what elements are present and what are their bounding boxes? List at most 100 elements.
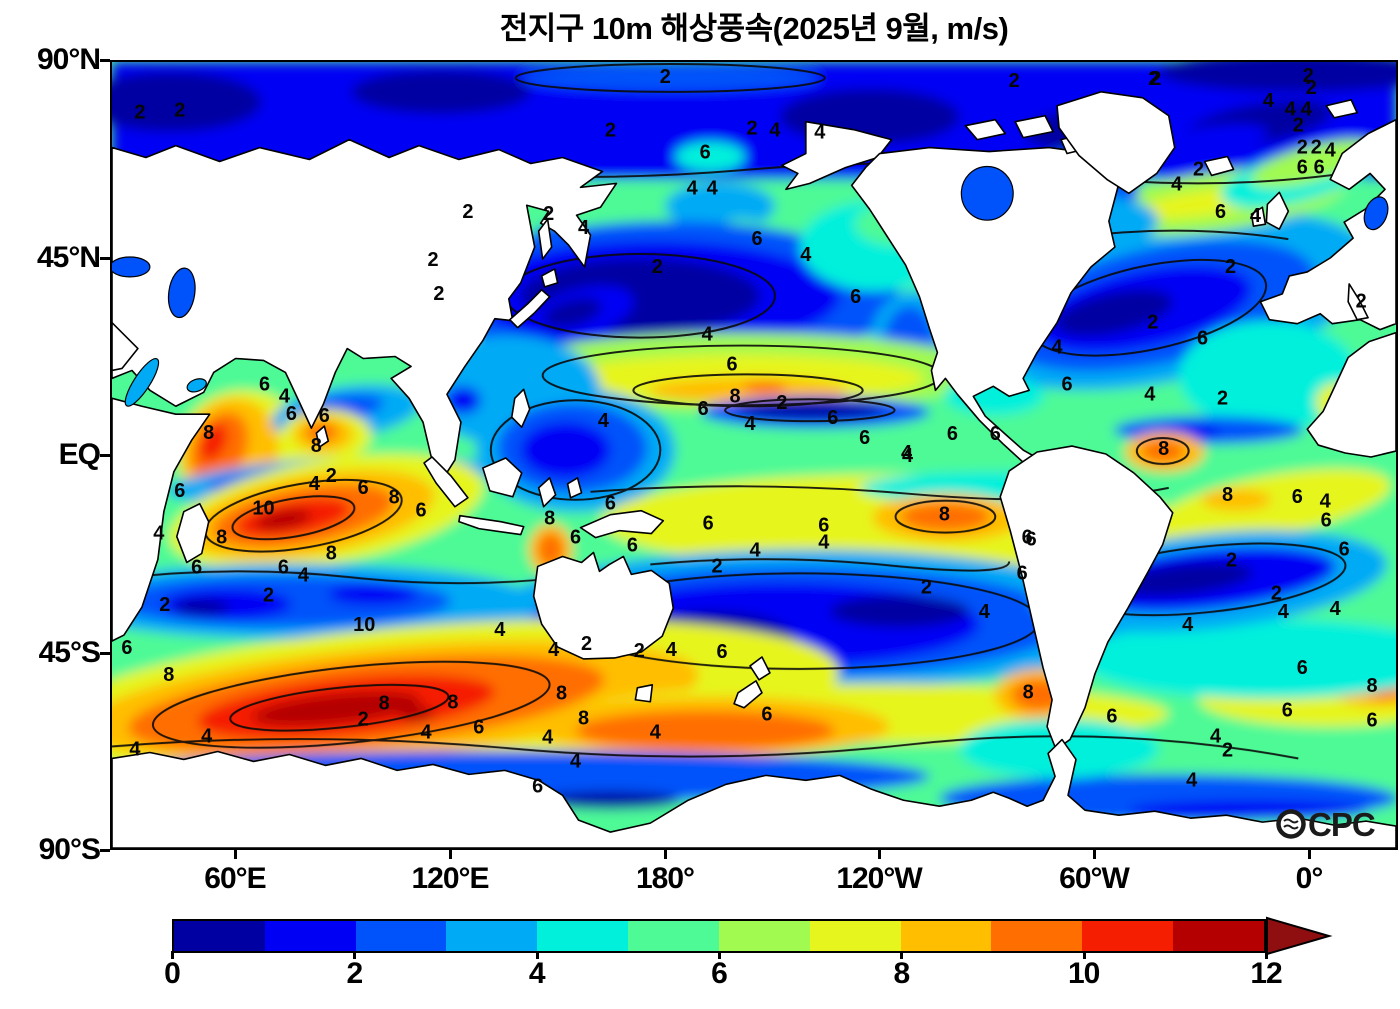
land-north-america bbox=[850, 146, 1120, 467]
continents bbox=[112, 91, 1396, 848]
lat-tick-mark bbox=[100, 59, 110, 62]
land-africa-west bbox=[1306, 331, 1396, 458]
contour-label: 4 bbox=[687, 177, 698, 199]
contour-label: 2 bbox=[1147, 312, 1158, 334]
land-java bbox=[458, 514, 525, 536]
contour-label: 6 bbox=[174, 480, 185, 502]
contour-label: 6 bbox=[1321, 510, 1332, 532]
contour-label: 6 bbox=[627, 535, 638, 557]
contour-label: 4 bbox=[1330, 598, 1341, 620]
colorbar-segment bbox=[355, 921, 447, 951]
contour-label: 8 bbox=[379, 693, 390, 715]
land-ireland bbox=[1250, 206, 1267, 227]
contour-label: 4 bbox=[814, 122, 825, 144]
contour-label: 6 bbox=[751, 228, 762, 250]
lon-tick-label: 180° bbox=[635, 862, 695, 895]
land-arctic-island1 bbox=[964, 118, 1007, 141]
land-uk bbox=[1265, 191, 1290, 230]
contour-label: 2 bbox=[581, 633, 592, 655]
land-sulawesi bbox=[537, 477, 557, 508]
land-africa-east bbox=[112, 397, 211, 642]
land-tasmania bbox=[634, 684, 654, 703]
contour-label: 8 bbox=[203, 422, 214, 444]
lon-tick-mark bbox=[664, 850, 667, 859]
contour-label: 2 bbox=[427, 249, 438, 271]
contour-label: 8 bbox=[730, 385, 741, 407]
contour-label: 2 bbox=[1222, 739, 1233, 761]
contour-label: 6 bbox=[1017, 562, 1028, 584]
land-australia bbox=[532, 551, 675, 660]
colorbar-tick-label: 10 bbox=[1067, 957, 1100, 990]
colorbar-tick-label: 4 bbox=[528, 957, 546, 990]
sea-hudson-bay bbox=[960, 165, 1014, 221]
contour-label: 4 bbox=[707, 177, 718, 199]
contour-label: 6 bbox=[1292, 486, 1303, 508]
colorbar-segment bbox=[264, 921, 356, 951]
contour-label: 6 bbox=[358, 477, 369, 499]
lat-tick-mark bbox=[100, 454, 110, 457]
contour-label: 2 bbox=[433, 283, 444, 305]
contour-label: 4 bbox=[1171, 173, 1182, 195]
contour-label: 10 bbox=[353, 614, 375, 636]
contour-label: 8 bbox=[1023, 682, 1034, 704]
lon-tick-mark bbox=[234, 850, 237, 859]
contour-label: 6 bbox=[818, 515, 829, 537]
contour-label: 2 bbox=[634, 640, 645, 662]
contour-label: 4 bbox=[650, 722, 661, 744]
land-madagascar bbox=[176, 502, 210, 564]
contour-label: 2 bbox=[776, 392, 787, 414]
contour-label: 6 bbox=[570, 527, 581, 549]
contour-label: 2 bbox=[1225, 256, 1236, 278]
colorbar-tick-mark bbox=[718, 951, 721, 959]
colorbar bbox=[172, 919, 1266, 953]
contour-label: 6 bbox=[191, 556, 202, 578]
contour-label: 6 bbox=[1339, 539, 1350, 561]
contour-label: 4 bbox=[1325, 140, 1336, 162]
sea-baltic bbox=[1363, 196, 1389, 231]
contour-label: 6 bbox=[1297, 156, 1308, 178]
contour-label: 4 bbox=[800, 244, 811, 266]
sea-caspian bbox=[167, 267, 196, 319]
contour-label: 4 bbox=[548, 639, 559, 661]
land-antarctica bbox=[112, 738, 1396, 848]
contour-label: 6 bbox=[319, 405, 330, 427]
page-title: 전지구 10m 해상풍속(2025년 9월, m/s) bbox=[499, 11, 1009, 46]
lat-tick-mark bbox=[100, 849, 110, 852]
contour-label: 8 bbox=[939, 504, 950, 526]
contour-label: 4 bbox=[129, 738, 140, 760]
contour-label: 6 bbox=[415, 500, 426, 522]
land-sri-lanka bbox=[315, 425, 330, 448]
colorbar-tick-label: 6 bbox=[711, 957, 728, 990]
contour-label: 4 bbox=[598, 410, 609, 432]
contour-label: 4 bbox=[702, 324, 713, 346]
colorbar-segment bbox=[628, 921, 719, 951]
contour-label: 2 bbox=[1217, 387, 1228, 409]
colorbar-segment bbox=[809, 921, 901, 951]
contour-label: 6 bbox=[1367, 710, 1378, 732]
contour-label: 2 bbox=[1150, 68, 1161, 90]
lon-tick-mark bbox=[1093, 850, 1096, 859]
contour-label: 2 bbox=[326, 465, 337, 487]
contour-label: 6 bbox=[703, 513, 714, 535]
land-africa-ne bbox=[112, 321, 139, 372]
lon-tick-mark bbox=[1308, 850, 1311, 859]
contour-label: 4 bbox=[1144, 383, 1155, 405]
contour-label: 6 bbox=[947, 423, 958, 445]
lat-tick-mark bbox=[100, 652, 110, 655]
contour-label: 2 bbox=[1306, 77, 1317, 99]
lat-tick-label: 45°N bbox=[36, 241, 101, 274]
colorbar-segment bbox=[537, 921, 629, 951]
contour-label: 4 bbox=[902, 445, 913, 467]
contour-label: 2 bbox=[1193, 158, 1204, 180]
contour-label: 6 bbox=[473, 717, 484, 739]
contour-label: 2 bbox=[921, 576, 932, 598]
colorbar-segment bbox=[991, 921, 1083, 951]
land-svalbard bbox=[1325, 99, 1358, 119]
sea-black bbox=[112, 256, 151, 278]
contour-label: 2 bbox=[462, 201, 473, 223]
contour-label: 8 bbox=[163, 664, 174, 686]
colorbar-tick-label: 12 bbox=[1250, 957, 1282, 990]
lon-tick-mark bbox=[878, 850, 881, 859]
